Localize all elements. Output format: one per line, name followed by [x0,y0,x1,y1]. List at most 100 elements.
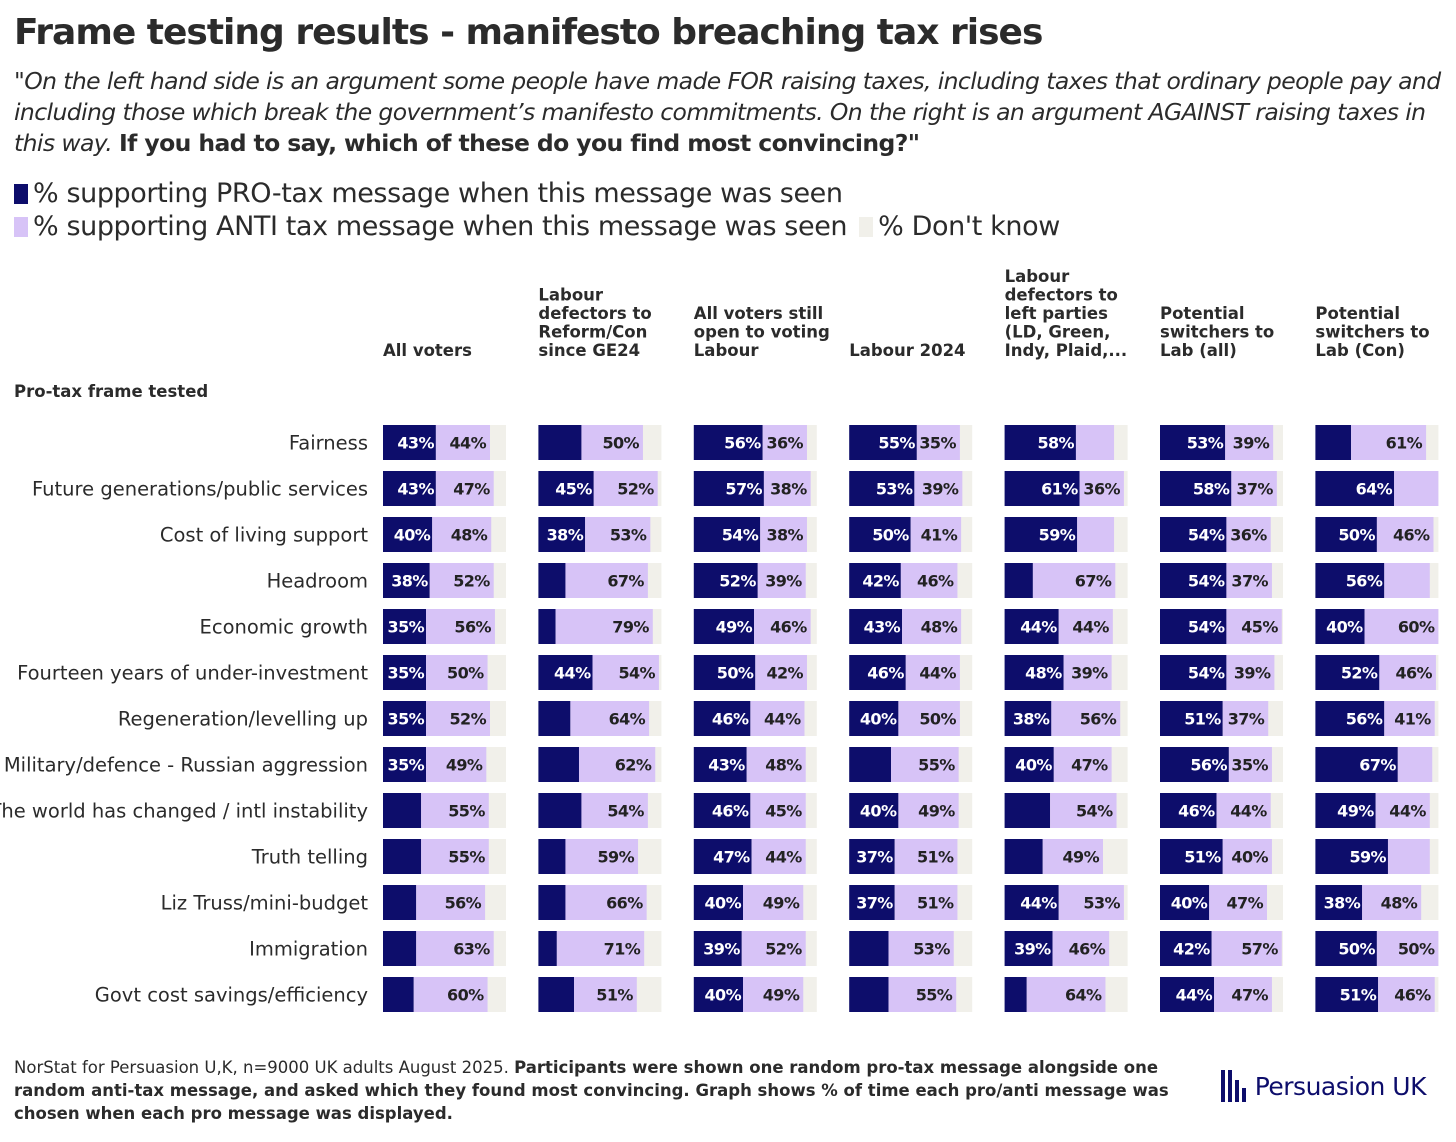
bar-anti [898,793,959,828]
data-label-anti: 54% [1076,802,1113,821]
data-label-anti: 54% [607,802,644,821]
bar-anti [416,885,486,920]
data-label-pro: 54% [1188,618,1225,637]
bar-anti [757,563,806,598]
data-label-anti: 52% [617,480,654,499]
category-label: Fourteen years of under-investment [17,662,368,685]
bar-pro [538,517,586,552]
bar-anti [1362,885,1422,920]
bar-pro [1160,701,1223,736]
data-label-anti: 55% [918,756,955,775]
bar-anti [754,609,811,644]
data-label-pro: 46% [712,710,749,729]
data-label-anti: 35% [919,434,956,453]
bar-anti [581,425,643,460]
data-label-pro: 40% [860,710,897,729]
data-label-pro: 59% [1039,526,1076,545]
bar-pro [383,793,422,828]
bar-anti [570,701,650,736]
bar-pro [1004,517,1078,552]
data-label-pro: 39% [703,940,740,959]
bar-anti [910,517,962,552]
data-label-anti: 51% [917,848,954,867]
data-label-pro: 56% [1346,710,1383,729]
panel-header-line: switchers to [1315,323,1429,342]
data-label-pro: 40% [705,986,742,1005]
bar-anti [755,655,807,690]
data-label-anti: 49% [918,802,955,821]
data-label-pro: 53% [876,480,913,499]
data-label-anti: 51% [917,894,954,913]
persuasion-bars-icon [1220,1070,1249,1102]
data-label-pro: 57% [725,480,762,499]
data-label-anti: 36% [766,434,803,453]
panel-header-line: (LD, Green, [1005,323,1111,342]
data-label-anti: 37% [1231,572,1268,591]
data-label-pro: 67% [1359,756,1396,775]
data-label-anti: 48% [451,526,488,545]
bar-pro [1315,701,1385,736]
data-label-anti: 40% [1231,848,1268,867]
panel-header-line: All voters [383,341,472,360]
bar-anti [750,701,805,736]
bar-pro [538,425,582,460]
data-label-pro: 40% [860,802,897,821]
bar-anti [1042,839,1103,874]
bar-pro [1004,885,1059,920]
bar-pro [383,425,436,460]
data-label-pro: 51% [1340,986,1377,1005]
panel-1: All voters 43% 44% 43% 47% 40% 48% 38% 52% 35% 56%… [383,341,506,1012]
data-label-pro: 51% [1184,848,1221,867]
bar-anti [905,655,960,690]
bar-pro [1160,977,1215,1012]
bar-anti [900,563,958,598]
bar-anti [1231,471,1277,506]
data-label-pro: 50% [872,526,909,545]
category-label: Future generations/public services [32,478,368,501]
bar-anti [743,885,804,920]
bar-pro [383,747,427,782]
bar-anti [750,793,806,828]
bar-pro [849,471,915,506]
data-label-pro: 39% [1014,940,1051,959]
bar-pro [383,471,436,506]
bar-pro [1160,747,1229,782]
data-label-anti: 46% [1395,664,1432,683]
bar-pro [849,931,889,966]
chart-title: Frame testing results - manifesto breach… [14,12,1043,53]
bar-pro [693,931,742,966]
panel-header-line: since GE24 [538,341,640,360]
data-label-anti: 47% [1071,756,1108,775]
bar-pro [1315,931,1377,966]
bar-pro [693,977,743,1012]
data-label-anti: 79% [612,618,649,637]
bar-pro [1160,563,1227,598]
data-label-anti: 44% [764,710,801,729]
bar-anti [555,609,653,644]
bar-pro [1004,609,1059,644]
data-label-anti: 56% [454,618,491,637]
bar-anti [1387,839,1430,874]
data-label-anti: 50% [919,710,956,729]
bar-pro [538,563,566,598]
data-label-pro: 40% [394,526,431,545]
bar-anti [565,885,647,920]
bar-pro [849,793,899,828]
data-label-pro: 55% [878,434,915,453]
bar-anti [574,977,637,1012]
question-bold: If you had to say, which of these do you… [119,129,920,157]
bar-anti [426,701,491,736]
bar-anti [426,747,487,782]
data-label-pro: 44% [1020,894,1057,913]
bar-anti [760,517,807,552]
data-label-anti: 66% [606,894,643,913]
bar-anti [1053,747,1112,782]
bar-anti [1050,793,1117,828]
bar-anti [1375,793,1430,828]
bar-anti [1394,471,1439,506]
data-label-pro: 48% [1025,664,1062,683]
bar-pro [849,609,903,644]
legend-label-pro: % supporting PRO-tax message when this m… [33,178,843,209]
bar-pro [1160,931,1212,966]
